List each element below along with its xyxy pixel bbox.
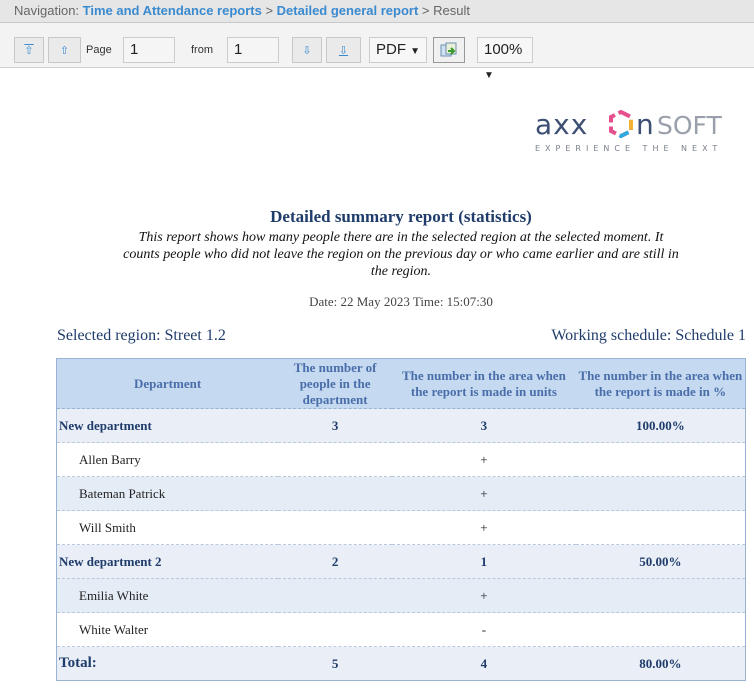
cell-area-percent — [575, 578, 746, 613]
cell-people-count — [278, 442, 393, 477]
cell-people-count: 3 — [278, 408, 393, 443]
cell-area-units: 4 — [392, 646, 576, 681]
cell-area-units: + — [392, 442, 576, 477]
first-page-icon: ⇧ — [24, 44, 34, 57]
employee-row: Allen Barry + — [56, 442, 746, 477]
cell-name: Emilia White — [56, 578, 279, 613]
cell-area-percent — [575, 612, 746, 647]
cell-area-percent: 50.00% — [575, 544, 746, 579]
report-date: Date: 22 May 2023 Time: 15:07:30 — [309, 294, 493, 309]
report-table: Department The number of people in the d… — [56, 358, 746, 681]
cell-people-count — [278, 612, 393, 647]
format-select[interactable]: PDF ▼ — [369, 37, 427, 63]
page-label: Page — [86, 44, 112, 56]
cell-name: New department 2 — [56, 544, 279, 579]
cell-name: White Walter — [56, 612, 279, 647]
total-pages-input[interactable]: 1 — [227, 37, 279, 63]
cell-area-units: + — [392, 476, 576, 511]
crumb-sep: > — [265, 3, 274, 18]
working-schedule: Working schedule: Schedule 1 — [551, 327, 746, 344]
cell-name: Allen Barry — [56, 442, 279, 477]
cell-name: Bateman Patrick — [56, 476, 279, 511]
export-icon — [440, 42, 457, 57]
header-people-count: The number of people in the department — [278, 358, 393, 409]
cell-name: Will Smith — [56, 510, 279, 545]
department-row: New department 3 3 100.00% — [56, 408, 746, 443]
axxonsoft-logo: axx n SOFT EXPERIENCE THE NEXT — [535, 104, 745, 160]
header-area-percent: The number in the area when the report i… — [575, 358, 746, 409]
crumb-time-attendance[interactable]: Time and Attendance reports — [82, 3, 262, 18]
employee-row: Bateman Patrick + — [56, 476, 746, 511]
next-page-icon: ⇩ — [302, 44, 312, 57]
cell-area-units: + — [392, 510, 576, 545]
report-description: This report shows how many people there … — [123, 230, 679, 279]
cell-people-count: 2 — [278, 544, 393, 579]
employee-row: Will Smith + — [56, 510, 746, 545]
page-input[interactable]: 1 — [123, 37, 175, 63]
crumb-detailed-report[interactable]: Detailed general report — [276, 3, 419, 18]
employee-row: Emilia White + — [56, 578, 746, 613]
cell-area-units: - — [392, 612, 576, 647]
svg-text:SOFT: SOFT — [657, 111, 722, 140]
last-page-icon: ⇩ — [338, 44, 349, 57]
from-label: from — [191, 44, 213, 56]
cell-area-units: 3 — [392, 408, 576, 443]
report-title: Detailed summary report (statistics) — [270, 207, 532, 226]
next-page-button[interactable]: ⇩ — [292, 37, 322, 63]
cell-people-count — [278, 476, 393, 511]
crumb-sep: > — [421, 3, 430, 18]
cell-area-percent: 80.00% — [575, 646, 746, 681]
last-page-button[interactable]: ⇩ — [326, 37, 361, 63]
cell-name: Total: — [56, 646, 279, 681]
chevron-down-icon: ▼ — [484, 70, 494, 81]
header-area-units: The number in the area when the report i… — [392, 358, 576, 409]
svg-text:axx: axx — [535, 108, 588, 141]
department-row: New department 2 2 1 50.00% — [56, 544, 746, 579]
total-row: Total: 5 4 80.00% — [56, 646, 746, 681]
svg-text:n: n — [636, 108, 654, 141]
cell-area-units: + — [392, 578, 576, 613]
zoom-value: 100% — [484, 41, 523, 58]
cell-people-count — [278, 510, 393, 545]
format-value: PDF — [376, 41, 406, 58]
prev-page-icon: ⇧ — [59, 44, 70, 57]
logo-tagline: EXPERIENCE THE NEXT — [535, 144, 723, 153]
chevron-down-icon: ▼ — [410, 46, 421, 57]
breadcrumb: Navigation: Time and Attendance reports … — [0, 0, 754, 23]
nav-prefix: Navigation: — [14, 3, 80, 18]
employee-row: White Walter - — [56, 612, 746, 647]
cell-area-percent: 100.00% — [575, 408, 746, 443]
cell-area-percent — [575, 510, 746, 545]
cell-name: New department — [56, 408, 279, 443]
crumb-current: Result — [433, 3, 470, 18]
export-button[interactable] — [433, 37, 465, 63]
table-header: Department The number of people in the d… — [56, 358, 746, 409]
first-page-button[interactable]: ⇧ — [14, 37, 44, 63]
cell-people-count — [278, 578, 393, 613]
prev-page-button[interactable]: ⇧ — [48, 37, 81, 63]
header-department: Department — [56, 358, 279, 409]
toolbar: ⇧ ⇧ Page 1 from 1 ⇩ ⇩ PDF ▼ 100% ▼ — [0, 23, 754, 81]
cell-area-percent — [575, 476, 746, 511]
selected-region: Selected region: Street 1.2 — [57, 327, 226, 344]
cell-area-percent — [575, 442, 746, 477]
cell-people-count: 5 — [278, 646, 393, 681]
cell-area-units: 1 — [392, 544, 576, 579]
zoom-select[interactable]: 100% ▼ — [477, 37, 533, 81]
